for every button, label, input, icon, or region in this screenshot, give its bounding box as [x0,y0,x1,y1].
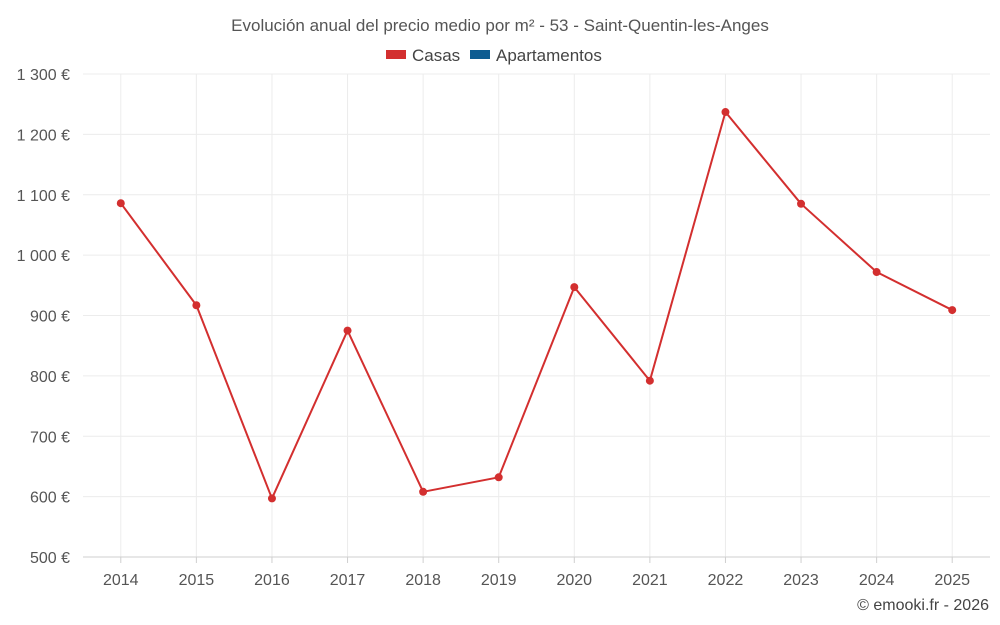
x-tick-label: 2025 [934,572,970,589]
data-point-casas-2018[interactable] [419,487,428,496]
y-tick-label: 900 € [30,309,70,326]
series-casas [116,108,957,503]
x-tick-label: 2024 [859,572,895,589]
x-tick-label: 2019 [481,572,517,589]
grid [83,73,990,558]
x-tick-label: 2021 [632,572,668,589]
copyright-text: © emooki.fr - 2026 [857,597,989,614]
data-point-casas-2019[interactable] [494,473,503,482]
data-point-casas-2021[interactable] [645,376,654,385]
y-tick-label: 1 200 € [17,127,70,144]
y-tick-label: 500 € [30,550,70,567]
y-tick-label: 1 300 € [17,67,70,84]
legend-label-casas[interactable]: Casas [412,46,460,65]
series-line-casas [119,111,953,500]
chart-title: Evolución anual del precio medio por m² … [231,16,769,35]
y-tick-label: 1 000 € [17,248,70,265]
data-point-casas-2023[interactable] [797,199,806,208]
x-axis: 2014 2015 2016 2017 2018 2019 2020 2021 2022 2023… [83,556,990,589]
y-axis: 500 € 600 € 700 € 800 € 900 € 1 000 € 1 100 € 1… [17,67,70,567]
x-tick-label: 2018 [405,572,441,589]
data-point-casas-2022[interactable] [721,108,730,117]
data-point-casas-2020[interactable] [570,283,579,292]
x-tick-label: 2016 [254,572,290,589]
legend-swatch-apartamentos [470,50,490,59]
x-tick-label: 2023 [783,572,819,589]
x-tick-label: 2015 [179,572,215,589]
x-tick-label: 2020 [556,572,592,589]
x-tick-label: 2014 [103,572,139,589]
legend: Casas Apartamentos [386,46,602,65]
legend-label-apartamentos[interactable]: Apartamentos [496,46,602,65]
data-point-casas-2016[interactable] [267,494,276,503]
y-tick-label: 800 € [30,369,70,386]
x-tick-label: 2017 [330,572,366,589]
data-point-casas-2025[interactable] [948,306,957,315]
legend-swatch-casas [386,50,406,59]
y-tick-label: 600 € [30,490,70,507]
data-point-casas-2015[interactable] [192,301,201,310]
data-point-casas-2024[interactable] [872,268,881,277]
y-tick-label: 1 100 € [17,188,70,205]
data-point-casas-2017[interactable] [343,326,352,335]
x-tick-label: 2022 [708,572,744,589]
data-point-casas-2014[interactable] [116,199,125,208]
y-tick-label: 700 € [30,429,70,446]
